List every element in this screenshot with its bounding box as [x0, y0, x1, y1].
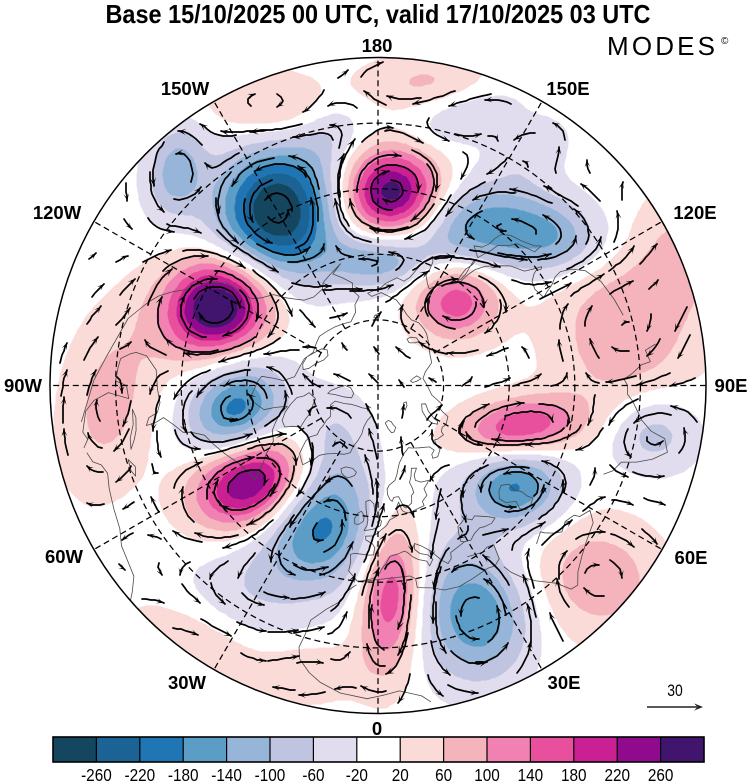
svg-text:120E: 120E: [673, 202, 716, 223]
svg-text:-260: -260: [81, 766, 112, 783]
svg-text:90W: 90W: [4, 375, 43, 396]
svg-text:100: 100: [474, 766, 500, 783]
svg-text:220: 220: [604, 766, 630, 783]
svg-text:30E: 30E: [548, 672, 581, 693]
svg-text:-220: -220: [124, 766, 155, 783]
svg-text:20: 20: [392, 766, 409, 783]
svg-text:150E: 150E: [546, 78, 589, 99]
svg-text:150W: 150W: [161, 78, 210, 99]
svg-text:60: 60: [435, 766, 452, 783]
svg-text:60W: 60W: [45, 546, 84, 567]
svg-text:-60: -60: [302, 766, 324, 783]
svg-text:-20: -20: [346, 766, 368, 783]
svg-text:30: 30: [667, 682, 683, 701]
svg-text:90E: 90E: [715, 375, 748, 396]
svg-text:140: 140: [518, 766, 544, 783]
svg-text:120W: 120W: [33, 202, 82, 223]
svg-text:Base 15/10/2025 00 UTC, valid: Base 15/10/2025 00 UTC, valid 17/10/2025…: [106, 0, 651, 29]
svg-text:-140: -140: [211, 766, 242, 783]
svg-text:180: 180: [362, 35, 393, 56]
svg-text:30W: 30W: [168, 672, 207, 693]
svg-text:0: 0: [372, 718, 382, 739]
svg-text:60E: 60E: [675, 547, 708, 568]
svg-text:180: 180: [561, 766, 587, 783]
svg-text:-180: -180: [168, 766, 199, 783]
svg-text:260: 260: [648, 766, 674, 783]
svg-text:©: ©: [721, 36, 729, 47]
svg-text:MODES: MODES: [607, 31, 715, 61]
svg-text:-100: -100: [255, 766, 286, 783]
